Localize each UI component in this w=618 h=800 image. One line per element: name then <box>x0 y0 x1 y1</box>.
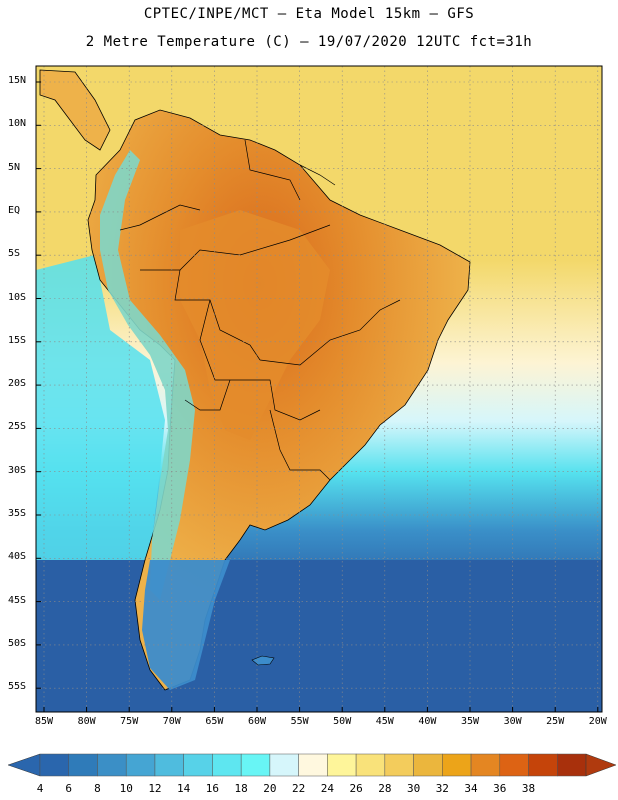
colorbar-label: 34 <box>464 782 478 795</box>
colorbar-swatch <box>39 753 69 777</box>
lon-label: 40W <box>418 716 437 727</box>
colorbar-swatch <box>470 753 501 777</box>
colorbar-label: 6 <box>65 782 73 795</box>
colorbar-swatch <box>212 753 242 777</box>
colorbar-label: 36 <box>493 782 507 795</box>
lon-label: 20W <box>588 716 607 727</box>
colorbar-swatch <box>557 753 587 777</box>
country-borders <box>119 139 401 481</box>
lat-label: 20S <box>8 378 27 390</box>
lat-label: 10S <box>8 291 27 303</box>
colorbar-swatch <box>499 753 529 777</box>
lon-label: 35W <box>460 716 480 727</box>
lon-label: 70W <box>162 716 181 727</box>
pacific-cold-band <box>36 255 165 560</box>
colorbar-label: 20 <box>263 782 277 795</box>
chart-title-line2: 2 Metre Temperature (C) – 19/07/2020 12U… <box>85 34 533 50</box>
colorbar-label: 4 <box>36 782 44 795</box>
colorbar-swatch <box>183 753 213 777</box>
colorbar-label: 18 <box>234 782 248 795</box>
lat-label: 30S <box>8 464 27 476</box>
colorbar-swatch <box>528 753 558 777</box>
colorbar-label: 26 <box>349 782 363 795</box>
lat-label: 25S <box>8 421 27 433</box>
lat-label: 15S <box>8 334 27 346</box>
lon-label: 30W <box>503 716 522 727</box>
lat-label: EQ <box>8 204 21 216</box>
colorbar-label: 8 <box>94 782 101 795</box>
colorbar-swatch <box>97 753 127 777</box>
lat-label: 5S <box>8 248 21 260</box>
lon-label: 60W <box>247 716 267 727</box>
colorbar-label: 32 <box>435 782 449 795</box>
axis-ticks <box>36 81 599 712</box>
colorbar-swatch <box>240 753 271 777</box>
patagonia-cold-zone <box>142 560 230 690</box>
colorbar-swatch <box>269 753 299 777</box>
colorbar-swatch <box>154 753 184 777</box>
colorbar-label: 16 <box>205 782 220 795</box>
colorbar-swatch <box>384 753 414 777</box>
lon-label: 85W <box>34 716 54 727</box>
colorbar-swatch <box>125 753 156 777</box>
lon-label: 55W <box>290 716 309 727</box>
lat-label: 15N <box>8 75 27 86</box>
lat-label: 5N <box>8 161 21 173</box>
lon-label: 65W <box>205 716 224 727</box>
lat-label: 10N <box>8 118 27 130</box>
central-america-land <box>39 69 111 151</box>
andes-cool-strip <box>100 150 195 600</box>
colorbar-right-arrow <box>585 753 617 777</box>
lon-label: 50W <box>333 716 352 727</box>
falkland-islands <box>251 655 275 666</box>
colorbar-label: 38 <box>521 782 536 795</box>
lat-label: 55S <box>8 681 27 693</box>
colorbar-label: 12 <box>148 782 162 795</box>
colorbar-swatch <box>327 753 357 777</box>
colorbar-swatch <box>355 753 386 777</box>
colorbar-label: 22 <box>292 782 306 795</box>
chart-title-line1: CPTEC/INPE/MCT – Eta Model 15km – GFS <box>143 6 475 22</box>
colorbar-swatch <box>68 753 98 777</box>
colorbar-label: 30 <box>406 782 421 795</box>
lon-label: 75W <box>120 716 139 727</box>
colorbar <box>7 753 617 777</box>
colorbar-label: 28 <box>378 782 392 795</box>
lat-label: 40S <box>8 551 27 563</box>
colorbar-swatch <box>442 753 472 777</box>
lat-label: 35S <box>8 508 27 519</box>
lon-label: 25W <box>546 716 565 727</box>
lon-label: 80W <box>77 716 96 727</box>
lat-label: 50S <box>8 637 27 649</box>
colorbar-label: 24 <box>320 782 334 795</box>
colorbar-swatch <box>413 753 443 777</box>
southern-ocean <box>36 560 602 712</box>
colorbar-swatch <box>298 753 328 777</box>
colorbar-label: 14 <box>177 782 191 795</box>
colorbar-left-arrow <box>7 753 41 777</box>
interior-hot-zone <box>180 210 330 440</box>
lon-label: 45W <box>375 716 394 727</box>
map-frame <box>35 65 603 713</box>
colorbar-label: 10 <box>119 782 133 795</box>
lat-label: 45S <box>8 594 27 606</box>
